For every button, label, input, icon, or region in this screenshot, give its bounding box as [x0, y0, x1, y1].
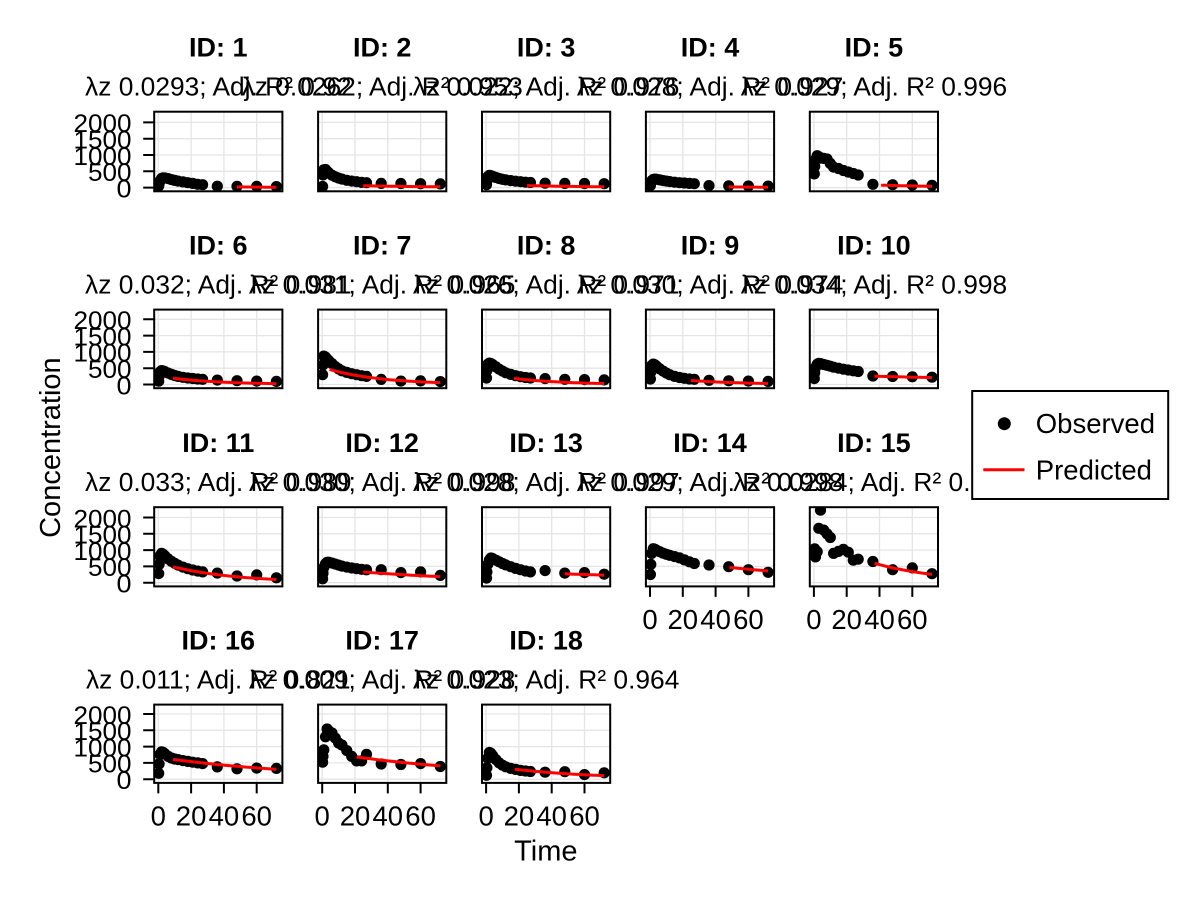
svg-text:ID: 17: ID: 17: [345, 626, 419, 656]
svg-text:40: 40: [209, 800, 240, 831]
svg-text:λz 0.022; Adj. R² 0.976: λz 0.022; Adj. R² 0.976: [413, 72, 680, 102]
svg-text:ID: 7: ID: 7: [353, 231, 412, 261]
svg-text:λz 0.029; Adj. R² 0.998: λz 0.029; Adj. R² 0.998: [577, 467, 844, 497]
svg-text:λz 0.0293; Adj. R² 0.92: λz 0.0293; Adj. R² 0.92: [85, 72, 352, 102]
svg-text:2000: 2000: [74, 307, 132, 335]
svg-text:ID: 12: ID: 12: [345, 428, 419, 458]
svg-text:1500: 1500: [74, 522, 132, 550]
svg-text:1500: 1500: [74, 718, 132, 746]
svg-text:ID: 14: ID: 14: [673, 428, 747, 458]
svg-text:ID: 16: ID: 16: [182, 626, 256, 656]
svg-text:Predicted: Predicted: [1036, 454, 1152, 485]
svg-text:0: 0: [478, 800, 493, 831]
svg-text:2000: 2000: [74, 110, 132, 138]
svg-text:0: 0: [642, 604, 657, 635]
svg-text:λz 0.011; Adj. R² 0.821: λz 0.011; Adj. R² 0.821: [86, 665, 351, 695]
svg-text:0: 0: [315, 800, 330, 831]
svg-text:500: 500: [88, 159, 132, 187]
svg-text:0: 0: [151, 800, 166, 831]
svg-text:1500: 1500: [74, 323, 132, 351]
svg-text:0: 0: [117, 175, 132, 203]
svg-text:λz 0.023; Adj. R² 0.964: λz 0.023; Adj. R² 0.964: [413, 665, 680, 695]
svg-text:ID: 15: ID: 15: [837, 428, 911, 458]
svg-text:ID: 2: ID: 2: [353, 33, 412, 63]
svg-text:Concentration: Concentration: [35, 357, 67, 538]
svg-text:λz 0.0284; Adj. R² 0.995: λz 0.0284; Adj. R² 0.995: [733, 467, 1014, 497]
svg-text:ID: 3: ID: 3: [517, 33, 576, 63]
svg-text:20: 20: [504, 800, 535, 831]
svg-text:ID: 18: ID: 18: [509, 626, 583, 656]
svg-text:1000: 1000: [74, 538, 132, 566]
svg-text:60: 60: [241, 800, 272, 831]
svg-text:ID: 6: ID: 6: [189, 231, 248, 261]
svg-text:λz 0.034; Adj. R² 0.998: λz 0.034; Adj. R² 0.998: [741, 270, 1008, 300]
svg-text:λz 0.026; Adj. R² 0.971: λz 0.026; Adj. R² 0.971: [413, 270, 680, 300]
svg-text:2000: 2000: [74, 702, 132, 730]
svg-text:λz 0.028; Adj. R² 0.997: λz 0.028; Adj. R² 0.997: [413, 467, 680, 497]
svg-text:1500: 1500: [74, 127, 132, 155]
svg-text:ID: 8: ID: 8: [517, 231, 576, 261]
svg-text:0: 0: [117, 372, 132, 400]
svg-text:60: 60: [897, 604, 928, 635]
svg-text:1000: 1000: [74, 734, 132, 762]
svg-text:1000: 1000: [74, 143, 132, 171]
svg-text:60: 60: [569, 800, 600, 831]
svg-text:λz 0.028; Adj. R² 0.927: λz 0.028; Adj. R² 0.927: [577, 72, 844, 102]
svg-text:ID: 5: ID: 5: [845, 33, 904, 63]
svg-text:40: 40: [536, 800, 567, 831]
svg-text:40: 40: [700, 604, 731, 635]
svg-text:60: 60: [405, 800, 436, 831]
svg-text:λz 0.032; Adj. R² 0.981: λz 0.032; Adj. R² 0.981: [85, 270, 352, 300]
svg-text:ID: 4: ID: 4: [681, 33, 740, 63]
svg-text:0: 0: [117, 767, 132, 795]
svg-text:Time: Time: [514, 836, 577, 868]
svg-text:0: 0: [806, 604, 821, 635]
svg-text:20: 20: [668, 604, 699, 635]
svg-text:500: 500: [88, 554, 132, 582]
svg-text:ID: 1: ID: 1: [189, 33, 248, 63]
svg-text:1000: 1000: [74, 340, 132, 368]
svg-text:λz 0.030; Adj. R² 0.974: λz 0.030; Adj. R² 0.974: [577, 270, 844, 300]
svg-text:40: 40: [373, 800, 404, 831]
svg-text:ID: 13: ID: 13: [509, 428, 583, 458]
svg-text:2000: 2000: [74, 505, 132, 533]
svg-text:20: 20: [340, 800, 371, 831]
svg-text:λz 0.009; Adj. R² 0.928: λz 0.009; Adj. R² 0.928: [249, 665, 516, 695]
svg-text:40: 40: [864, 604, 895, 635]
svg-text:500: 500: [88, 356, 132, 384]
svg-text:Observed: Observed: [1036, 408, 1155, 439]
svg-text:λz 0.029; Adj. R² 0.996: λz 0.029; Adj. R² 0.996: [741, 72, 1008, 102]
svg-text:λz 0.0262; Adj. R² 0.953: λz 0.0262; Adj. R² 0.953: [242, 72, 523, 102]
svg-text:λz 0.033; Adj. R² 0.989: λz 0.033; Adj. R² 0.989: [85, 467, 352, 497]
svg-text:ID: 10: ID: 10: [837, 231, 911, 261]
svg-text:500: 500: [88, 751, 132, 779]
svg-text:λz 0.031; Adj. R² 0.965: λz 0.031; Adj. R² 0.965: [249, 270, 516, 300]
svg-text:λz 0.030; Adj. R² 0.998: λz 0.030; Adj. R² 0.998: [249, 467, 516, 497]
svg-text:0: 0: [117, 571, 132, 599]
svg-text:ID: 9: ID: 9: [681, 231, 740, 261]
svg-text:60: 60: [733, 604, 764, 635]
svg-text:ID: 11: ID: 11: [182, 428, 254, 458]
svg-text:20: 20: [176, 800, 207, 831]
svg-text:20: 20: [831, 604, 862, 635]
